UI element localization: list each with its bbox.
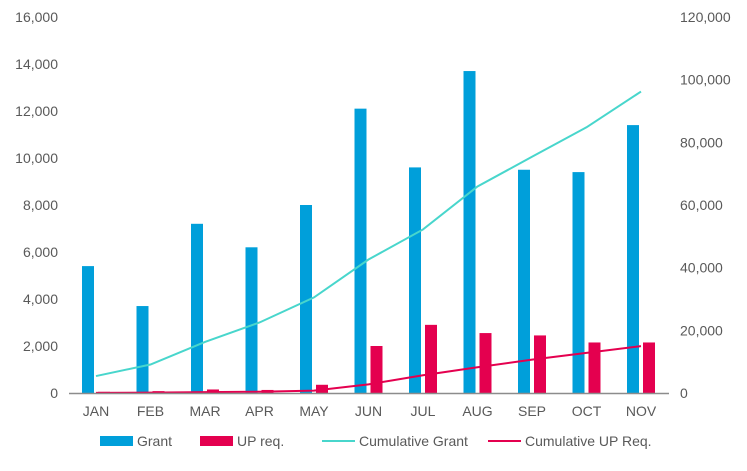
x-tick-label: SEP: [518, 403, 546, 419]
x-tick-label: JUN: [355, 403, 382, 419]
left-tick-label: 6,000: [23, 244, 58, 260]
right-tick-label: 100,000: [680, 72, 731, 88]
up-req-bar: [479, 333, 492, 393]
grant-bar: [300, 205, 312, 393]
left-tick-label: 16,000: [15, 9, 58, 25]
left-tick-label: 2,000: [23, 338, 58, 354]
up-req-bar: [643, 342, 655, 393]
x-tick-label: MAR: [189, 403, 220, 419]
grant-bar: [245, 247, 258, 393]
x-tick-label: FEB: [137, 403, 164, 419]
right-tick-label: 0: [680, 385, 688, 401]
x-tick-label: NOV: [626, 403, 657, 419]
x-tick-label: AUG: [462, 403, 492, 419]
up-req-bar: [370, 346, 383, 393]
grant-bar: [463, 71, 476, 394]
legend-item: Cumulative Grant: [322, 433, 468, 449]
right-tick-label: 20,000: [680, 322, 723, 338]
left-tick-label: 8,000: [23, 197, 58, 213]
cumulative-up-req-line: [95, 345, 642, 394]
up-req-bar: [588, 342, 601, 393]
grant-bar: [572, 172, 585, 393]
left-axis-ticks: 0 2,000 4,000 6,000 8,000 10,000 12,000 14,000 1…: [15, 9, 58, 401]
legend-swatch: [100, 436, 133, 446]
left-tick-label: 0: [50, 385, 58, 401]
legend-label: Cumulative Grant: [359, 433, 468, 449]
right-tick-label: 120,000: [680, 9, 731, 25]
x-tick-label: JUL: [411, 403, 436, 419]
legend-swatch: [200, 436, 233, 446]
right-tick-label: 80,000: [680, 134, 723, 150]
grant-bar: [191, 223, 203, 393]
grant-bar: [136, 306, 149, 393]
lines: [95, 90, 642, 394]
grant-bar: [82, 266, 94, 393]
legend-label: UP req.: [237, 433, 284, 449]
x-tick-label: OCT: [572, 403, 602, 419]
left-tick-label: 14,000: [15, 56, 58, 72]
grant-bar: [518, 169, 530, 393]
x-tick-label: JAN: [83, 403, 109, 419]
up-req-bar: [534, 335, 546, 393]
x-tick-label: APR: [245, 403, 274, 419]
left-tick-label: 10,000: [15, 150, 58, 166]
legend-item: UP req.: [200, 433, 284, 449]
left-tick-label: 12,000: [15, 103, 58, 119]
left-tick-label: 4,000: [23, 291, 58, 307]
bars: [82, 71, 655, 394]
grant-bar: [627, 125, 639, 393]
right-axis-ticks: 0 20,000 40,000 60,000 80,000 100,000 120,000: [680, 9, 731, 401]
x-tick-label: MAY: [299, 403, 329, 419]
legend: Grant UP req. Cumulative Grant Cumulative U…: [100, 433, 652, 449]
right-tick-label: 40,000: [680, 260, 723, 276]
cumulative-grant-line: [95, 90, 642, 378]
x-axis-labels: JAN FEB MAR APR MAY JUN JUL AUG SEP OCT NOV: [83, 403, 657, 419]
legend-label: Cumulative UP Req.: [525, 433, 652, 449]
up-req-bar: [425, 324, 437, 393]
grant-bar: [354, 108, 367, 394]
grant-bar: [409, 167, 421, 393]
legend-item: Grant: [100, 433, 172, 449]
legend-label: Grant: [137, 433, 172, 449]
right-tick-label: 60,000: [680, 197, 723, 213]
legend-item: Cumulative UP Req.: [488, 433, 652, 449]
